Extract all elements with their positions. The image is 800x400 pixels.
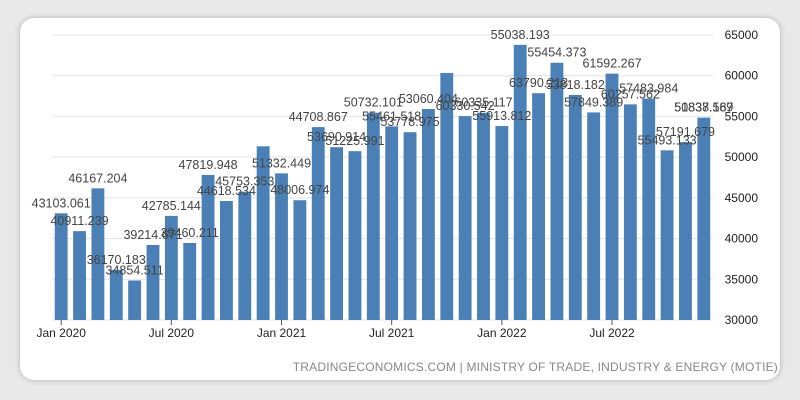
chart-card: 43103.061 40911.239 46167.204 36170.183 3485…	[20, 18, 780, 380]
bar	[477, 112, 490, 321]
bar	[348, 151, 362, 320]
data-label: 43103.061	[32, 196, 91, 210]
data-label: 51838.589	[674, 101, 733, 115]
bar	[220, 200, 233, 320]
x-tick-label: Jul 2020	[149, 326, 195, 340]
bar	[550, 62, 564, 320]
bar	[605, 73, 619, 320]
data-label: 61592.267	[582, 57, 641, 71]
bar	[495, 126, 509, 321]
bar-chart: 43103.061 40911.239 46167.204 36170.1833485…	[32, 28, 759, 340]
data-label: 55461.518	[362, 109, 421, 123]
data-label: 55038.193	[491, 28, 550, 42]
bar	[513, 44, 527, 320]
data-label: 60330.542	[436, 99, 495, 113]
data-label: 39214.671	[123, 228, 182, 242]
data-label: 57191.679	[656, 125, 715, 139]
data-label: 44708.867	[289, 110, 348, 124]
bar	[73, 231, 86, 320]
bar	[128, 280, 142, 320]
y-tick-label: 40000	[725, 232, 759, 246]
bar	[91, 188, 105, 320]
bar	[256, 146, 270, 320]
x-tick-label: Jul 2021	[369, 326, 415, 340]
y-tick-label: 45000	[725, 191, 759, 205]
bar	[679, 142, 692, 320]
x-axis: Jan 2020 Jul 2020 Jan 2021 Jul 2021 Jan 2022…	[36, 320, 635, 340]
bar	[385, 126, 399, 320]
data-label: 53690.914	[307, 130, 366, 144]
data-label: 36170.183	[87, 253, 146, 267]
bar	[146, 244, 160, 320]
y-tick-label: 35000	[725, 272, 759, 286]
data-label: 60257.562	[601, 87, 660, 101]
data-label: 34854.511	[106, 263, 164, 277]
data-label: 45753.353	[215, 175, 274, 189]
data-label: 57483.984	[619, 82, 678, 96]
data-label: 42785.144	[142, 199, 201, 213]
data-label: 40911.239	[50, 214, 108, 228]
x-tick-label: Jul 2022	[589, 326, 635, 340]
bar	[109, 269, 123, 320]
data-label: 53778.975	[380, 115, 439, 129]
data-label: 60335.117	[454, 96, 512, 110]
bar	[275, 173, 288, 320]
bar	[642, 98, 656, 321]
bar	[421, 108, 435, 320]
x-tick-label: Jan 2020	[36, 326, 86, 340]
bar	[238, 191, 252, 320]
data-label: 47819.948	[179, 158, 238, 172]
data-label: 55493.133	[638, 133, 697, 147]
y-tick-label: 55000	[725, 109, 759, 123]
y-tick-label: 50000	[725, 150, 759, 164]
bar	[697, 117, 711, 321]
bar	[440, 72, 454, 320]
bar	[164, 215, 178, 320]
data-label: 50837.167	[674, 101, 733, 115]
data-label: 48006.974	[270, 183, 329, 197]
bar	[366, 112, 380, 320]
y-tick-label: 65000	[725, 28, 759, 42]
y-tick-label: 60000	[725, 69, 759, 83]
data-label: 55913.812	[472, 109, 531, 123]
bar	[293, 200, 307, 320]
data-label: 51332.449	[252, 156, 311, 170]
y-tick-label: 30000	[725, 313, 759, 327]
data-label: 53060.404	[399, 92, 458, 106]
data-label: 44618.534	[197, 184, 256, 198]
source-credit: TRADINGECONOMICS.COM | MINISTRY OF TRADE…	[292, 360, 778, 374]
bar	[201, 174, 215, 320]
bar	[458, 116, 472, 320]
x-tick-label: Jan 2021	[257, 326, 307, 340]
data-label: 39460.211	[161, 226, 219, 240]
data-label: 46167.204	[68, 171, 127, 185]
data-label: 63790.213	[509, 76, 568, 90]
data-label: 51225.991	[325, 134, 384, 148]
data-labels: 43103.061 40911.239 46167.204 36170.1833485…	[32, 28, 734, 278]
data-label: 53818.182	[546, 78, 605, 92]
data-label: 50732.101	[344, 96, 403, 110]
bar	[311, 127, 325, 320]
data-label: 57849.389	[564, 95, 623, 109]
x-tick-label: Jan 2022	[477, 326, 527, 340]
bar	[54, 213, 68, 320]
bar	[183, 242, 197, 320]
bar	[623, 104, 637, 321]
bar	[403, 132, 417, 320]
bar	[660, 150, 674, 320]
bar	[532, 93, 545, 320]
bar	[587, 112, 601, 321]
bars	[54, 44, 711, 321]
data-label: 55454.373	[527, 46, 586, 60]
bar	[330, 147, 344, 320]
gridlines	[52, 34, 713, 321]
y-axis: 30000 35000 40000 45000 50000 55000 60000 65000	[725, 28, 759, 327]
bar	[568, 94, 582, 320]
